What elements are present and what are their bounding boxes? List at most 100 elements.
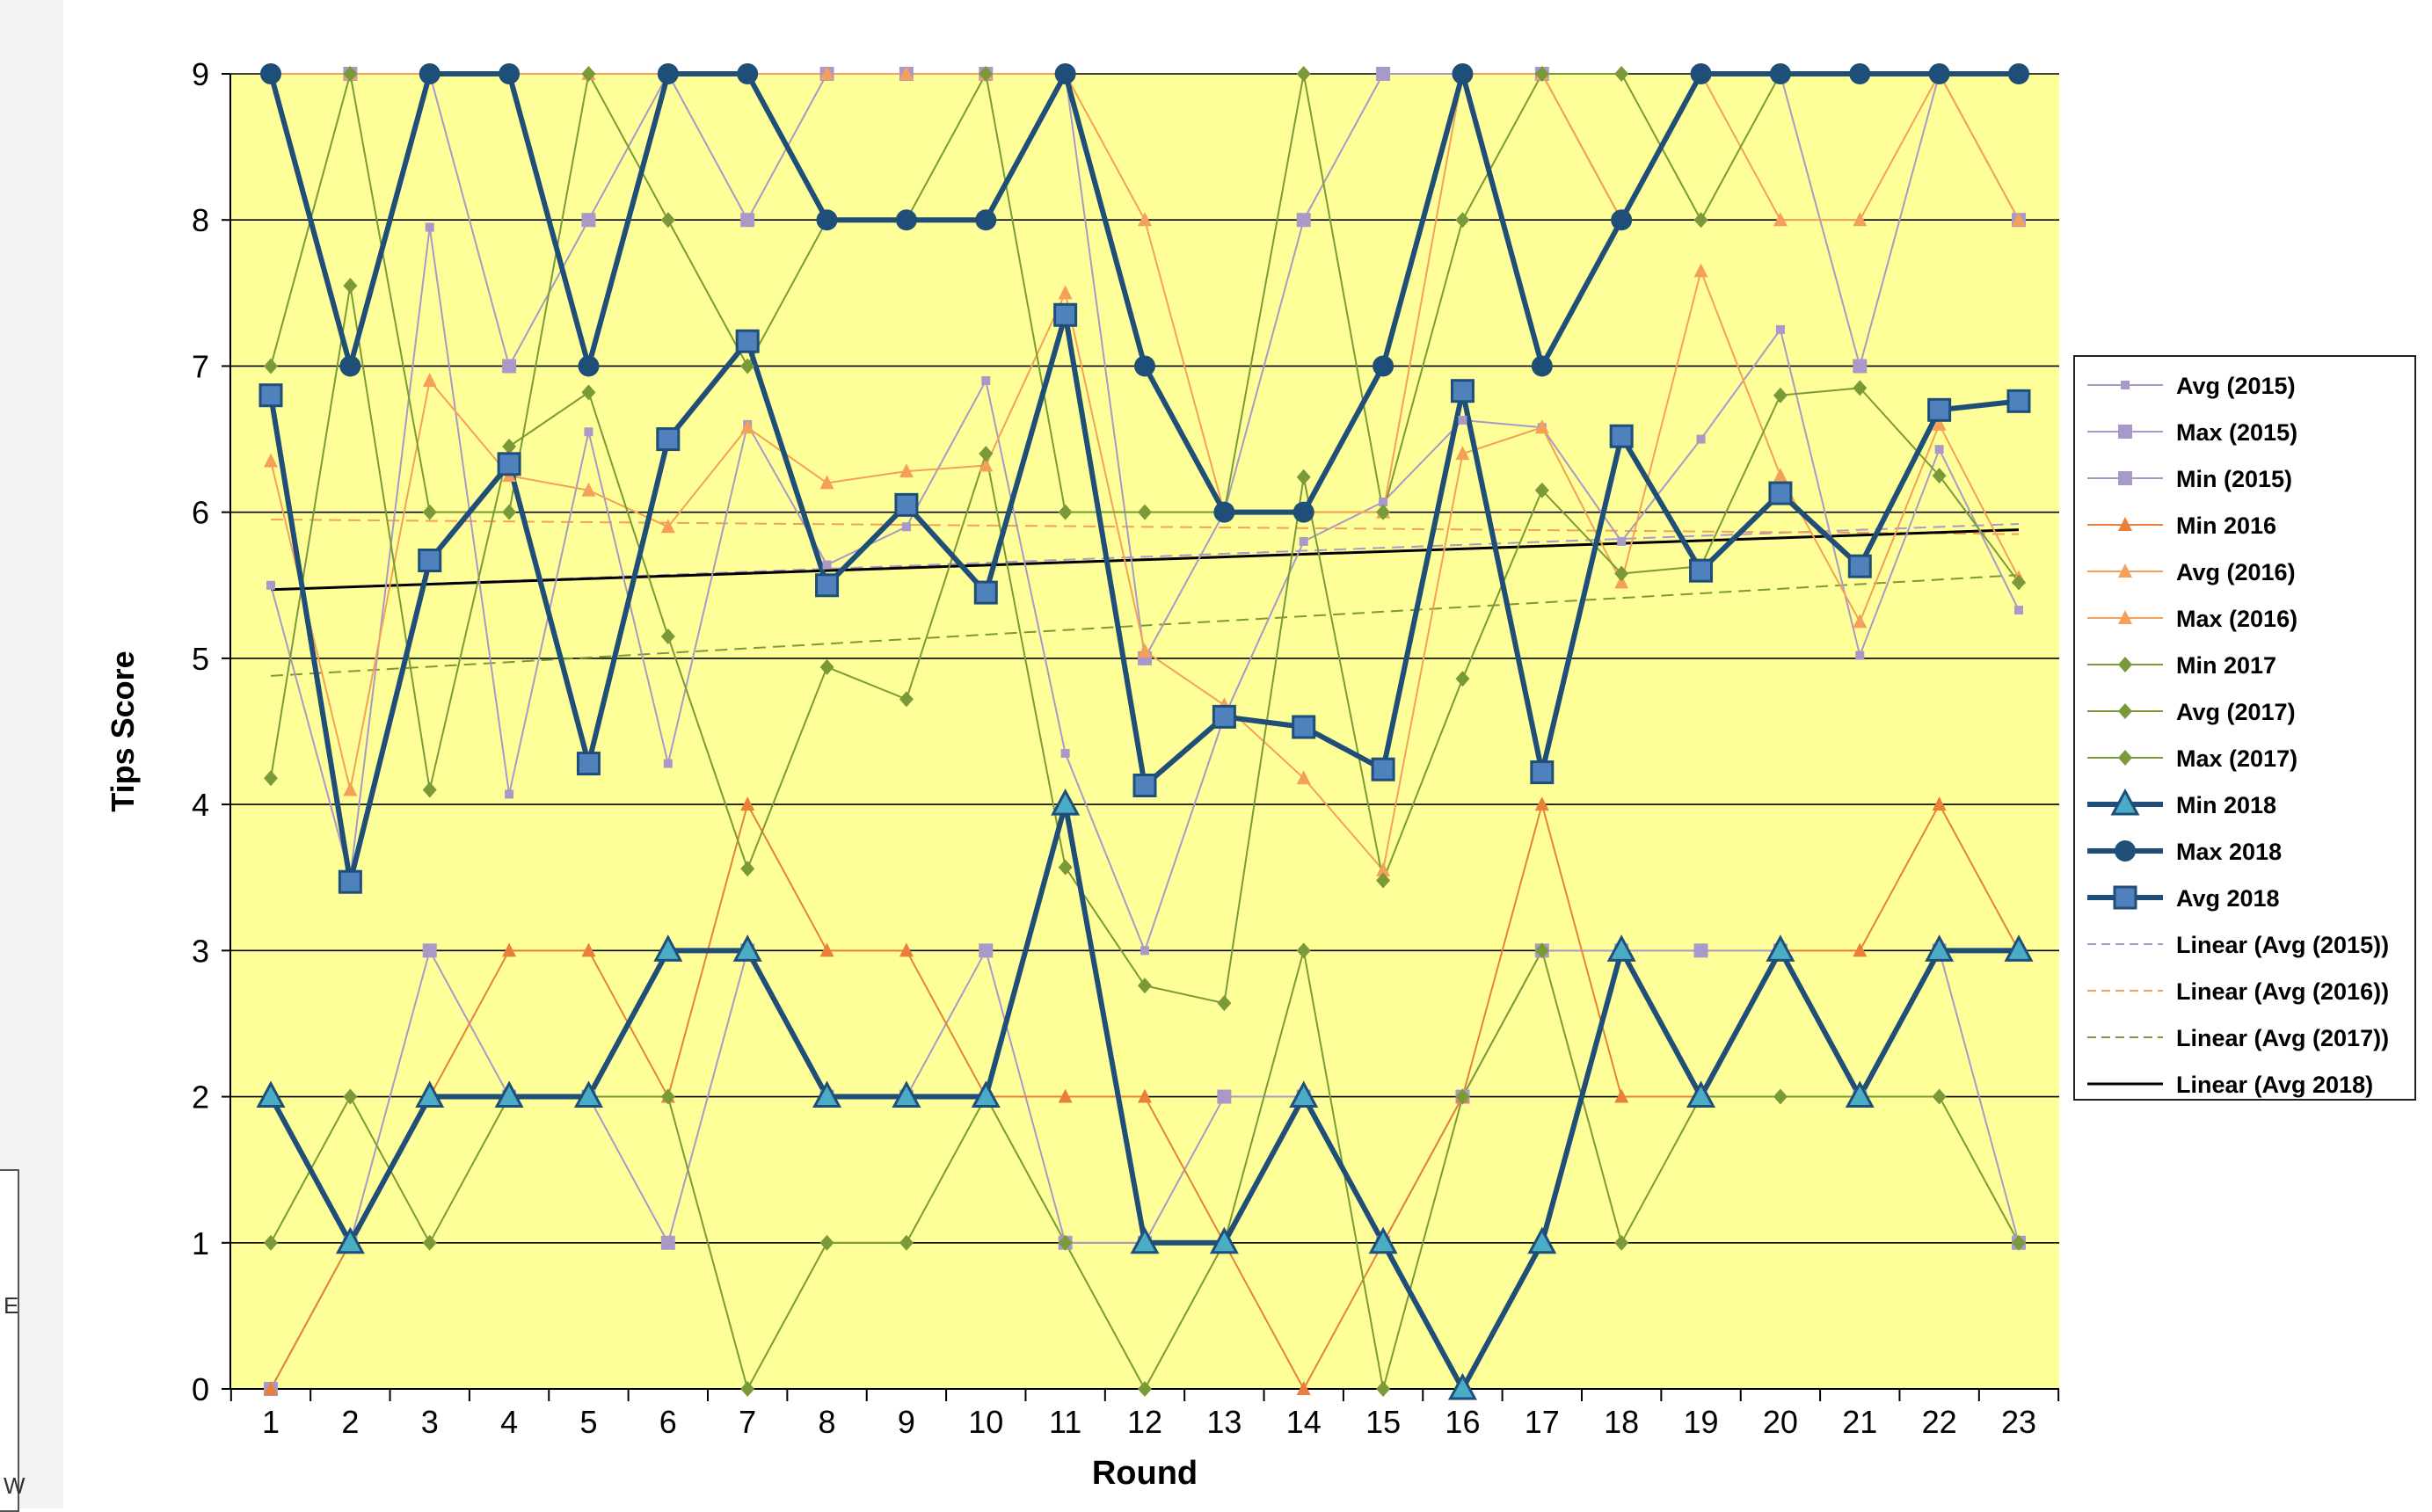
y-tick-label: 0 (192, 1371, 209, 1407)
data-point (264, 453, 278, 468)
data-point (895, 209, 917, 231)
y-tick-label: 4 (192, 787, 209, 823)
x-tick-label: 2 (341, 1404, 359, 1440)
data-point (339, 355, 361, 377)
data-point (1534, 66, 1549, 82)
data-point (1693, 943, 1708, 958)
data-point (494, 1080, 524, 1109)
data-point (1849, 63, 1871, 84)
data-point (2113, 885, 2137, 910)
legend-swatch (2087, 703, 2163, 719)
data-point (343, 1088, 358, 1105)
legend-label: Min 2017 (2176, 652, 2277, 679)
data-point (505, 789, 514, 799)
data-point (1053, 302, 1078, 327)
data-point (816, 209, 838, 231)
legend-item: Max 2018 (2075, 828, 2414, 875)
legend-item: Min 2017 (2075, 642, 2414, 688)
data-point (1773, 1088, 1788, 1105)
data-point (1138, 504, 1152, 520)
data-point (1452, 63, 1474, 84)
data-point (573, 1080, 603, 1109)
data-point (653, 934, 683, 962)
x-axis-title: Round (1092, 1455, 1198, 1492)
data-point (1209, 1226, 1239, 1254)
data-point (971, 1080, 1001, 1109)
data-point (1455, 1088, 1470, 1105)
data-point (343, 781, 358, 796)
x-tick-label: 1 (262, 1404, 280, 1440)
data-point (735, 329, 760, 353)
data-point (740, 796, 755, 811)
data-point (1932, 1088, 1947, 1105)
legend-swatch (2087, 657, 2163, 672)
data-point (1376, 1381, 1391, 1397)
data-point (1853, 380, 1868, 396)
data-point (1932, 796, 1947, 811)
data-point (258, 383, 283, 408)
data-point (1932, 416, 1947, 431)
data-point (979, 446, 994, 462)
x-tick-label: 9 (898, 1404, 915, 1440)
data-point (1212, 704, 1236, 729)
data-point (979, 457, 994, 472)
y-tick-label: 9 (192, 56, 209, 92)
data-point (578, 355, 600, 377)
data-point (899, 942, 914, 957)
data-point (1058, 859, 1073, 876)
data-point (502, 942, 517, 957)
data-point (422, 781, 437, 798)
legend-item: Avg (2017) (2075, 688, 2414, 735)
data-point (2118, 563, 2132, 578)
data-point (1614, 565, 1629, 582)
data-point (2004, 934, 2034, 962)
edge-text-fragment: W (4, 1472, 25, 1499)
data-point (1689, 558, 1714, 583)
x-tick-label: 3 (421, 1404, 439, 1440)
data-point (740, 1381, 755, 1397)
trendline (270, 518, 2020, 535)
data-point (422, 1234, 437, 1251)
data-point (1138, 978, 1152, 994)
x-tick-label: 22 (1922, 1404, 1957, 1440)
legend-swatch (2087, 840, 2163, 861)
data-point (343, 66, 358, 82)
x-tick-label: 16 (1445, 1404, 1480, 1440)
y-tick-label: 1 (192, 1225, 209, 1261)
data-point (2118, 703, 2132, 719)
data-point (1775, 324, 1785, 334)
data-point (1132, 774, 1157, 798)
legend-item: Avg 2018 (2075, 875, 2414, 921)
data-point (502, 438, 517, 454)
x-tick-label: 20 (1763, 1404, 1798, 1440)
data-point (1458, 415, 1467, 425)
data-point (1296, 469, 1311, 485)
plot-area (230, 74, 2059, 1389)
legend-item: Linear (Avg (2015)) (2075, 921, 2414, 968)
data-point (497, 452, 521, 476)
data-point (1054, 63, 1076, 84)
data-point (1213, 501, 1235, 523)
data-point (335, 1226, 365, 1254)
data-point (1296, 66, 1311, 82)
legend-label: Avg (2015) (2176, 373, 2296, 399)
data-point (1455, 212, 1470, 229)
x-tick-label: 23 (2001, 1404, 2036, 1440)
data-point (740, 213, 755, 228)
y-tick-label: 7 (192, 348, 209, 384)
x-tick-label: 4 (500, 1404, 518, 1440)
data-point (737, 63, 759, 84)
data-point (892, 1080, 921, 1109)
data-point (264, 1234, 278, 1251)
data-point (1450, 379, 1474, 403)
data-point (266, 580, 275, 590)
data-point (979, 943, 994, 958)
data-point (1140, 946, 1149, 956)
data-point (1847, 554, 1872, 578)
data-point (581, 66, 596, 82)
y-axis-title: Tips Score (105, 651, 141, 811)
legend-label: Max (2017) (2176, 745, 2298, 772)
data-point (1766, 934, 1795, 962)
series-markers (256, 63, 2034, 1400)
